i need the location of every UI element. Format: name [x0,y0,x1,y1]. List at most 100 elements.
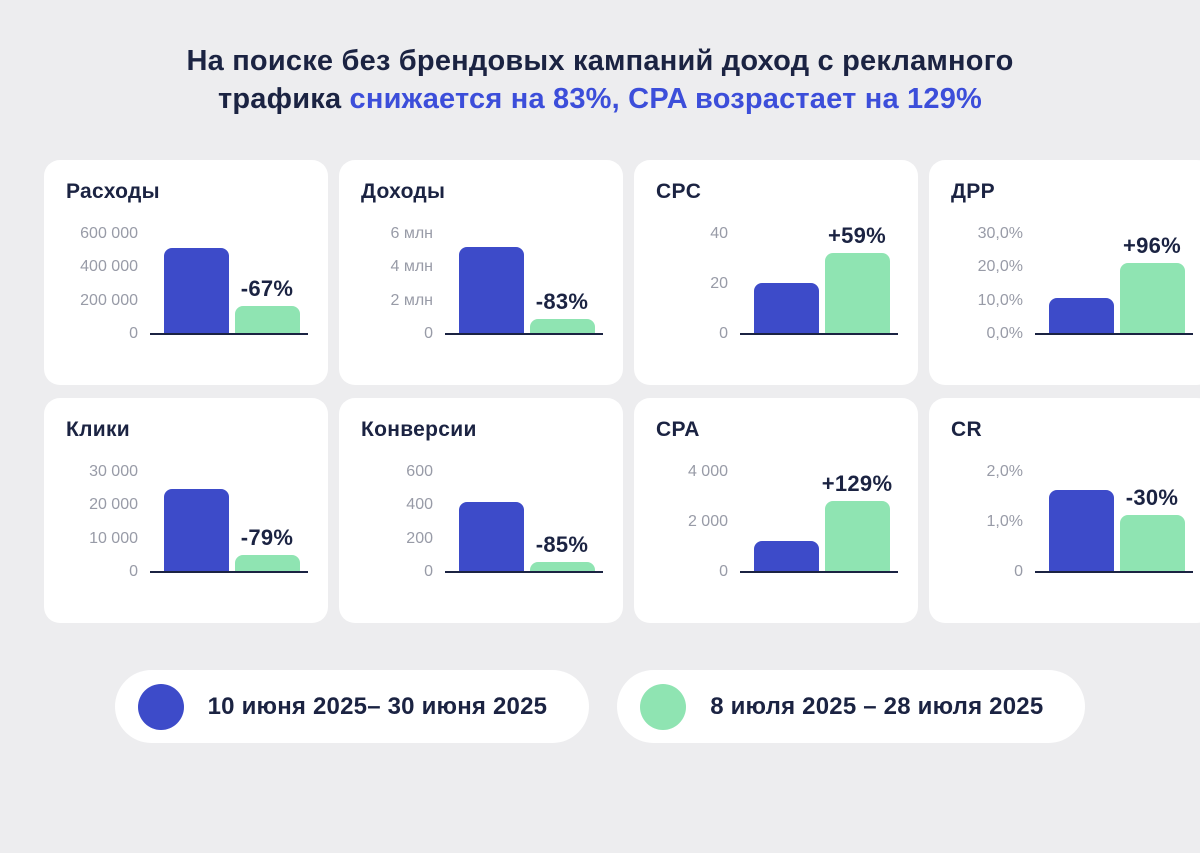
metric-card-Конверсии: Конверсии 600 400 200 0 -85% [339,398,623,623]
metric-card-CPA: CPA 4 000 2 000 0 +129% [634,398,918,623]
x-axis-line [1035,333,1193,335]
plot-area: -83% [445,234,603,335]
plot-area: +129% [740,470,898,573]
y-axis-tick: 1,0% [986,513,1023,530]
y-axis: 30 000 20 000 10 000 0 [66,463,138,580]
y-axis-tick: 40 [710,225,728,242]
title-line2-accent: снижается на 83%, CPA возрастает на 129% [341,83,983,115]
bar-chart: 30,0% 20,0% 10,0% 0,0% +96% [951,225,1193,342]
y-axis-tick: 2 000 [687,513,728,530]
bar-period1 [164,248,229,334]
plot-area: +59% [740,223,898,335]
y-axis-tick: 400 [406,496,433,514]
change-label: -85% [535,531,589,557]
y-axis-tick: 200 [406,529,433,547]
bar-period2 [825,252,890,334]
bar-chart: 6 млн 4 млн 2 млн 0 -83% [361,225,603,342]
y-axis-tick: 0 [719,563,728,580]
bar-period1 [459,502,524,572]
metric-card-title: Расходы [66,180,160,203]
legend-label-period1: 10 июня 2025– 30 июня 2025 [207,692,548,720]
bar-period2 [825,500,890,572]
y-axis-tick: 20 [710,275,728,292]
metric-card-title: Доходы [361,180,446,203]
bar-period2 [1120,514,1185,572]
plot-area: -79% [150,472,308,573]
metric-card-title: Конверсии [361,418,477,441]
y-axis: 6 млн 4 млн 2 млн 0 [361,225,433,342]
x-axis-line [445,571,603,573]
metric-card-CR: CR 2,0% 1,0% 0 -30% [929,398,1200,623]
change-label: -67% [240,275,294,301]
plot-area: -85% [445,472,603,573]
y-axis-tick: 20 000 [89,496,138,514]
bar-period2 [530,561,595,572]
legend-label-period2: 8 июля 2025 – 28 июля 2025 [710,692,1044,720]
y-axis: 600 400 200 0 [361,463,433,580]
bar-period2 [235,554,300,572]
bar-chart: 600 000 400 000 200 000 0 -67% [66,225,308,342]
bar-chart: 30 000 20 000 10 000 0 -79% [66,463,308,580]
y-axis: 4 000 2 000 0 [656,463,728,580]
page-title: На поиске без брендовых кампаний доход с… [70,42,1130,118]
y-axis-tick: 0 [129,563,138,580]
bar-period1 [1049,298,1114,334]
y-axis-tick: 0 [424,325,433,342]
y-axis-tick: 30 000 [89,463,138,480]
bar-period2 [530,319,595,334]
change-label: -30% [1125,484,1179,510]
y-axis-tick: 6 млн [390,225,433,242]
plot-area: +96% [1035,233,1193,335]
metric-card-title: CPC [656,180,702,203]
change-label: +96% [1122,233,1182,259]
y-axis-tick: 600 [406,463,433,480]
metric-card-Клики: Клики 30 000 20 000 10 000 0 -79% [44,398,328,623]
y-axis: 600 000 400 000 200 000 0 [66,225,138,342]
change-label: -79% [240,524,294,550]
y-axis-tick: 0 [424,563,433,580]
y-axis-tick: 200 000 [80,291,138,309]
y-axis-tick: 4 млн [390,258,433,276]
metric-card-title: ДРР [951,180,995,203]
plot-area: -67% [150,234,308,335]
bar-period1 [459,246,524,334]
metrics-grid: Расходы 600 000 400 000 200 000 0 -67% Доходы 6… [0,160,1200,623]
x-axis-line [445,333,603,335]
change-label: +59% [827,222,887,248]
x-axis-line [740,571,898,573]
metric-card-title: CPA [656,418,700,441]
metric-card-Доходы: Доходы 6 млн 4 млн 2 млн 0 -83% [339,160,623,385]
y-axis-tick: 4 000 [687,463,728,480]
period2-circle-icon [640,683,687,730]
bar-period2 [235,305,300,334]
y-axis: 30,0% 20,0% 10,0% 0,0% [951,225,1023,342]
x-axis-line [740,333,898,335]
title-line2-dark: трафика [217,83,342,115]
legend-item-period1: 10 июня 2025– 30 июня 2025 [114,670,590,743]
y-axis-tick: 600 000 [80,225,138,242]
y-axis: 40 20 0 [656,225,728,342]
title-line1: На поиске без брендовых кампаний доход с… [186,45,1014,77]
y-axis-tick: 10,0% [977,291,1023,309]
x-axis-line [150,333,308,335]
change-label: +129% [821,470,893,496]
y-axis-tick: 0 [719,325,728,342]
x-axis-line [1035,571,1193,573]
y-axis-tick: 10 000 [89,529,138,547]
bar-chart: 4 000 2 000 0 +129% [656,463,898,580]
metric-card-ДРР: ДРР 30,0% 20,0% 10,0% 0,0% +96% [929,160,1200,385]
y-axis-tick: 0 [129,325,138,342]
bar-chart: 40 20 0 +59% [656,223,898,342]
bar-period2 [1120,263,1185,334]
bar-period1 [754,540,819,572]
y-axis-tick: 20,0% [977,258,1023,276]
legend: 10 июня 2025– 30 июня 2025 8 июля 2025 –… [0,670,1200,743]
metric-card-title: Клики [66,418,130,441]
bar-chart: 2,0% 1,0% 0 -30% [951,463,1193,580]
x-axis-line [150,571,308,573]
y-axis-tick: 30,0% [977,225,1023,242]
change-label: -83% [535,289,589,314]
metric-card-title: CR [951,418,982,441]
period1-circle-icon [137,683,184,730]
y-axis-tick: 2,0% [986,463,1023,480]
